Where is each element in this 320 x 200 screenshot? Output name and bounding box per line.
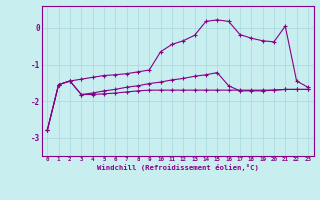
X-axis label: Windchill (Refroidissement éolien,°C): Windchill (Refroidissement éolien,°C) [97,164,259,171]
